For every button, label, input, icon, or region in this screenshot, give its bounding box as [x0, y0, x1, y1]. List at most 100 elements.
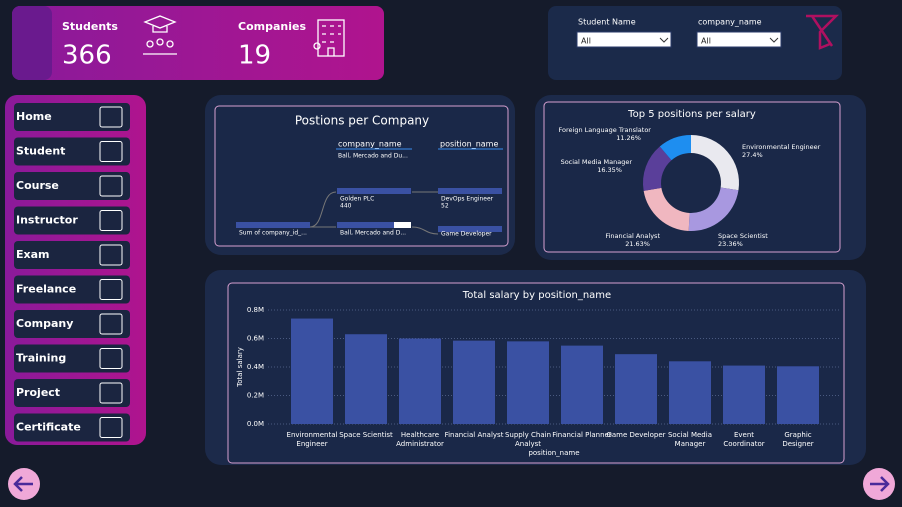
node-value: 440 — [340, 203, 352, 210]
slice-label: Financial Analyst — [605, 232, 660, 240]
donut-slice — [659, 135, 691, 161]
nav-icon — [99, 175, 123, 197]
level-header: company_name — [338, 140, 402, 149]
nav-button[interactable] — [14, 206, 130, 235]
panel-inner — [214, 105, 509, 247]
x-tick-label: Financial Planner — [552, 431, 612, 439]
bar — [615, 354, 657, 424]
nav-icon — [99, 313, 123, 335]
nav-icon — [99, 210, 123, 231]
dropdown[interactable] — [576, 31, 672, 48]
bar — [345, 334, 387, 424]
nav-icon — [99, 279, 123, 300]
x-tick-label: Financial Analyst — [444, 431, 504, 439]
x-tick-label: Supply Chain Analyst — [504, 431, 552, 448]
nav-button[interactable] — [14, 103, 130, 131]
nav-label: Student — [16, 145, 65, 158]
slice-label: Social Media Manager — [561, 158, 633, 166]
nav-button[interactable] — [14, 344, 130, 373]
nav-button[interactable] — [14, 275, 130, 304]
x-tick-label: Healthcare Administrator — [396, 431, 444, 448]
slice-value: 27.4% — [742, 151, 763, 159]
arrow-icon — [13, 476, 33, 492]
connector — [309, 191, 439, 235]
x-tick-label: Social Media Manager — [667, 431, 712, 448]
x-tick-label: Environmental Engineer — [286, 431, 338, 448]
slice-value: 21.63% — [625, 240, 650, 248]
x-tick-label: Space Scientist — [339, 431, 393, 439]
nav-label: Home — [16, 110, 52, 123]
slice-value: 16.35% — [597, 166, 622, 174]
slice-label: Space Scientist — [718, 232, 768, 240]
x-tick-label: Graphic Designer — [782, 431, 814, 448]
filter-label: Student Name — [578, 18, 636, 27]
node-label: Sum of company_id_... — [239, 230, 307, 237]
bar — [723, 365, 765, 424]
nav-icon — [99, 382, 123, 404]
filter-label: company_name — [698, 18, 762, 27]
node-bar — [438, 188, 502, 194]
node-label: DevOps Engineer — [441, 196, 494, 203]
kpi-label: Students — [62, 20, 118, 33]
slice-label: Foreign Language Translator — [559, 126, 652, 134]
nav-icon — [99, 417, 123, 438]
filter-selection: All — [581, 37, 591, 46]
node-bar — [337, 222, 411, 228]
filter-selection: All — [701, 37, 711, 46]
dropdown-arrow — [659, 37, 779, 43]
kpi-card — [12, 6, 384, 80]
nav-label: Company — [16, 317, 73, 330]
donut-slice — [691, 135, 739, 191]
chart-title: Top 5 positions per salary — [627, 109, 756, 120]
x-axis-label: position_name — [528, 449, 579, 457]
kpi-value: 19 — [238, 41, 271, 71]
bar — [777, 366, 819, 424]
nav-button[interactable] — [14, 137, 130, 166]
nav-button[interactable] — [14, 241, 130, 269]
node-bar — [337, 188, 411, 194]
dropdown[interactable] — [696, 31, 782, 48]
nav-icon — [99, 141, 123, 162]
nav-button[interactable] — [14, 413, 130, 442]
node-bar — [236, 222, 310, 228]
x-tick-label: Game Developer — [606, 431, 666, 439]
slice-value: 11.26% — [616, 134, 641, 142]
filter-panel — [548, 6, 842, 80]
bar — [669, 361, 711, 424]
bar — [507, 341, 549, 424]
icon — [143, 15, 345, 57]
y-tick-label: 0.4M — [247, 363, 264, 371]
nav-label: Training — [16, 352, 66, 365]
slice-value: 23.36% — [718, 240, 743, 248]
kpi-value: 366 — [62, 41, 112, 71]
bar — [561, 345, 603, 424]
node-value: 52 — [441, 203, 449, 210]
donut-slice — [688, 187, 739, 231]
chart-title: Total salary by position_name — [462, 290, 611, 301]
node-label: Ball, Mercado and D... — [340, 230, 406, 237]
nav-label: Freelance — [16, 283, 76, 296]
y-axis-label: Total salary — [236, 347, 244, 388]
bar — [399, 338, 441, 424]
nav-icon — [99, 106, 123, 128]
bar — [291, 318, 333, 424]
panel-title: Postions per Company — [295, 114, 429, 128]
nav-label: Exam — [16, 248, 50, 261]
logo — [806, 14, 840, 50]
node-label: Game Developer — [441, 231, 492, 238]
node-selected — [394, 222, 411, 228]
kpi-strip — [12, 6, 52, 80]
donut-slice — [643, 146, 672, 191]
node-bar — [438, 226, 502, 232]
nav-button[interactable] — [14, 379, 130, 407]
nav-label: Project — [16, 386, 60, 399]
nav-button[interactable] — [14, 310, 130, 338]
nav-button[interactable] — [14, 172, 130, 200]
donut-slice — [643, 187, 690, 231]
kpi-label: Companies — [238, 20, 306, 33]
slice-label: Environmental Engineer — [742, 143, 821, 151]
panel-inner — [543, 101, 841, 253]
y-tick-label: 0.2M — [247, 392, 264, 400]
level-filter: Ball, Mercado and Du... — [338, 153, 408, 160]
